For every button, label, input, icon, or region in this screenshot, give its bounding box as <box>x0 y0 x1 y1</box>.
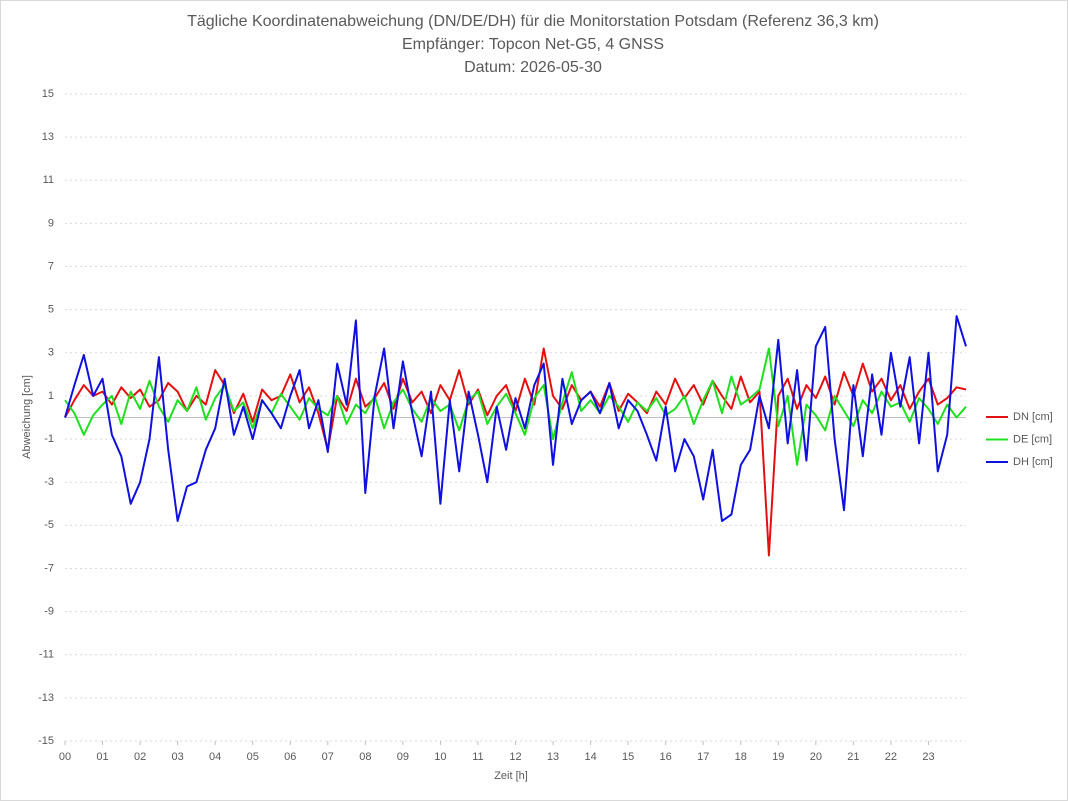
x-tick-label: 07 <box>322 751 334 763</box>
x-tick-label: 09 <box>397 751 409 763</box>
x-tick-label: 02 <box>134 751 146 763</box>
y-tick-label: -5 <box>44 519 54 531</box>
y-tick-label: -3 <box>44 476 54 488</box>
x-tick-label: 15 <box>622 751 634 763</box>
legend-label: DH [cm] <box>1013 456 1053 468</box>
y-tick-label: -15 <box>38 735 54 747</box>
y-tick-label: -9 <box>44 606 54 618</box>
x-tick-label: 01 <box>96 751 108 763</box>
x-tick-label: 22 <box>885 751 897 763</box>
y-tick-label: 15 <box>42 88 54 100</box>
y-tick-label: -13 <box>38 692 54 704</box>
x-tick-label: 13 <box>547 751 559 763</box>
x-tick-label: 11 <box>472 751 483 763</box>
x-tick-label: 06 <box>284 751 296 763</box>
y-tick-label: 9 <box>48 217 54 229</box>
x-tick-label: 20 <box>810 751 822 763</box>
data-line <box>64 315 967 522</box>
x-axis-label: Zeit [h] <box>494 770 528 782</box>
y-tick-label: 7 <box>48 260 54 272</box>
y-tick-label: 3 <box>48 347 54 359</box>
x-tick-label: 18 <box>735 751 747 763</box>
chart-title: Tägliche Koordinatenabweichung (DN/DE/DH… <box>187 13 879 30</box>
x-tick-label: 08 <box>359 751 371 763</box>
x-tick-label: 21 <box>847 751 859 763</box>
y-tick-label: -7 <box>44 562 54 574</box>
x-tick-label: 03 <box>172 751 184 763</box>
legend-label: DN [cm] <box>1013 411 1053 423</box>
y-tick-label: 13 <box>42 131 54 143</box>
x-tick-label: 12 <box>509 751 521 763</box>
x-tick-label: 14 <box>584 751 596 763</box>
chart-date: Datum: 2026-05-30 <box>464 59 602 76</box>
chart-subtitle: Empfänger: Topcon Net-G5, 4 GNSS <box>402 36 664 53</box>
y-tick-label: 5 <box>48 304 54 316</box>
x-tick-label: 17 <box>697 751 709 763</box>
x-tick-label: 10 <box>434 751 446 763</box>
x-tick-label: 05 <box>247 751 259 763</box>
x-tick-label: 04 <box>209 751 221 763</box>
x-tick-label: 00 <box>59 751 71 763</box>
y-tick-label: -1 <box>44 433 54 445</box>
y-tick-label: 1 <box>48 390 54 402</box>
x-tick-label: 23 <box>922 751 934 763</box>
legend-label: DE [cm] <box>1013 433 1052 445</box>
x-tick-label: 16 <box>660 751 672 763</box>
x-tick-label: 19 <box>772 751 784 763</box>
y-tick-label: -11 <box>39 649 54 661</box>
y-tick-label: 11 <box>43 174 54 186</box>
y-axis-label: Abweichung [cm] <box>21 375 33 459</box>
data-line <box>64 347 967 466</box>
